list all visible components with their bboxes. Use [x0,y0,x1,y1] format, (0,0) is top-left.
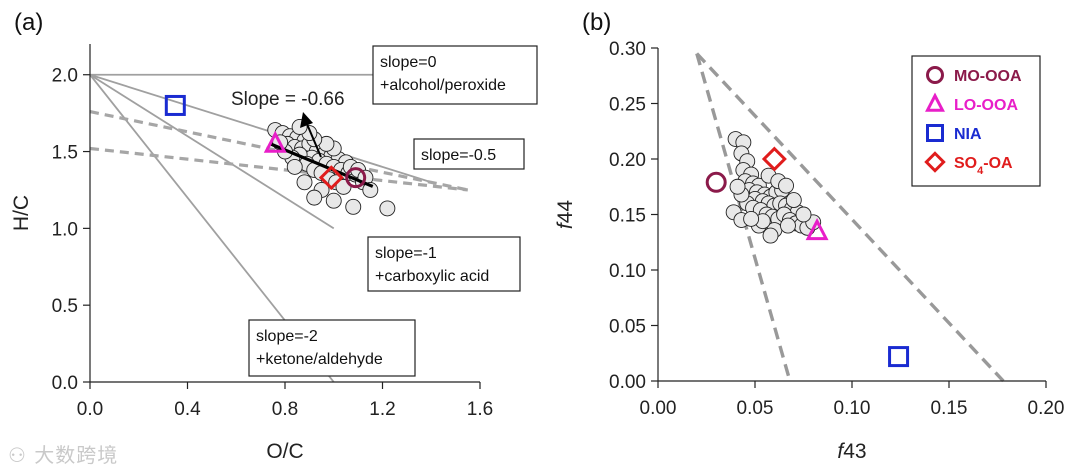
y-tick-label-b: 0.10 [609,261,646,282]
y-tick-label-a: 2.0 [52,66,78,87]
cluster-point [286,158,303,175]
annotation-box-2: slope=-0.5 [413,138,525,170]
annotation-box-line: slope=-0.5 [421,147,496,164]
legend-marker [924,151,946,173]
annotation-box-line: +ketone/aldehyde [256,351,383,368]
x-tick-label-b: 0.05 [737,398,774,419]
panel-b: (b) 0.00 0.05 0.10 0.15 0.20 0.00 0.05 0.10 0.15 0… [554,9,1064,463]
marker-so4-oa [318,165,344,191]
markers-a [164,94,367,191]
cluster-point [379,200,396,217]
x-tick-label-a: 0.4 [174,399,201,420]
y-tick-label-b: 0.00 [609,372,646,393]
annotation-box-line: +carboxylic acid [375,268,489,285]
x-tick-label-a: 0.8 [272,399,298,420]
legend-marker [926,124,944,142]
x-tick-label-b: 0.00 [640,398,677,419]
legend-entry: NIA [926,124,982,143]
watermark-text: 大数跨境 [34,443,119,467]
dashed-lines [89,110,469,192]
x-tick-label-a: 1.2 [369,399,395,420]
y-tick-label-b: 0.05 [609,317,646,338]
cluster-point [306,189,323,206]
y-tick-label-b: 0.20 [609,150,646,171]
cluster-points-b [725,131,822,244]
cluster-point [296,174,313,191]
y-tick-label-a: 0.5 [52,296,78,317]
y-tick-label-b: 0.25 [609,95,646,116]
cluster-point [729,178,746,195]
legend-marker [925,92,945,112]
dashed-line-2 [89,146,468,192]
x-tick-label-a: 1.6 [467,399,493,420]
cluster-point [325,192,342,209]
legend-label: LO-OOA [954,97,1018,114]
legend-label: MO-OOA [954,68,1022,85]
dashed-line-1 [89,110,469,192]
marker-so4-oa [761,146,787,172]
annotation-box-frame [372,45,538,105]
cluster-point [795,206,812,223]
marker-nia [888,346,910,368]
annotation-box-line: slope=0 [380,54,437,71]
marker-lo-ooa [805,217,829,241]
cluster-point [785,192,802,209]
marker-nia [164,94,186,116]
watermark-icon: ⚇ [8,443,27,467]
panel-a-label: (a) [14,9,43,36]
legend-entry: MO-OOA [926,66,1022,85]
cluster-point [362,182,379,198]
cluster-point [762,227,779,244]
y-axis-title-a: H/C [10,195,33,231]
x-axis-title-a: O/C [266,440,303,463]
x-tick-label-b: 0.20 [1028,398,1065,419]
annotation-box-3: slope=-1 +carboxylic acid [367,236,521,292]
cluster-point [780,217,796,234]
fit-label: Slope = -0.66 [231,89,345,110]
annotation-box-line: slope=-2 [256,328,318,345]
annotation-box-frame [367,236,521,292]
y-tick-label-b: 0.15 [609,206,646,227]
cluster-point [345,198,362,215]
fit-line [269,142,374,188]
x-tick-label-b: 0.15 [931,398,968,419]
fit-arrow-head [300,112,313,128]
cluster-points-a [267,119,396,217]
annotation-box-1: slope=0 +alcohol/peroxide [372,45,538,105]
x-axis-title-b: f43 [837,440,866,463]
annotation-box-frame [413,138,525,170]
annotation-box-line: +alcohol/peroxide [380,77,506,94]
legend-frame [911,55,1041,187]
marker-lo-ooa [263,130,287,153]
y-tick-label-b: 0.30 [609,39,646,60]
y-tick-label-a: 1.5 [52,143,78,164]
watermark: ⚇ 大数跨境 [8,439,118,468]
x-tick-label-b: 0.10 [834,398,871,419]
legend: MO-OOA LO-OOA NIA SO4-OA [911,55,1041,187]
marker-mo-ooa [705,171,727,193]
cluster-point [743,210,760,227]
legend-marker [926,66,944,84]
fit-arrow-shaft [306,123,322,158]
markers-b [705,146,910,368]
y-tick-label-a: 1.0 [52,219,78,240]
legend-label: SO4-OA [954,155,1013,177]
legend-entry: LO-OOA [925,92,1018,114]
legend-entry: SO4-OA [924,151,1013,177]
annotation-box-line: slope=-1 [375,245,437,262]
reference-line-slope=-1 [89,73,335,230]
cluster-point [778,177,794,194]
panel-b-label: (b) [582,9,611,36]
annotation-box-frame [248,319,416,377]
reference-line-slope=-0.5 [89,73,432,184]
y-axis-title-b: f44 [554,200,577,230]
annotation-box-4: slope=-2 +ketone/aldehyde [248,319,416,377]
marker-mo-ooa [345,167,367,189]
x-tick-label-a: 0.0 [77,399,103,420]
y-tick-label-a: 0.0 [52,373,78,394]
legend-label: NIA [954,126,982,143]
panel-a: (a) Slope = -0.66 slope=0 +alcohol/peroxide… [10,9,538,463]
